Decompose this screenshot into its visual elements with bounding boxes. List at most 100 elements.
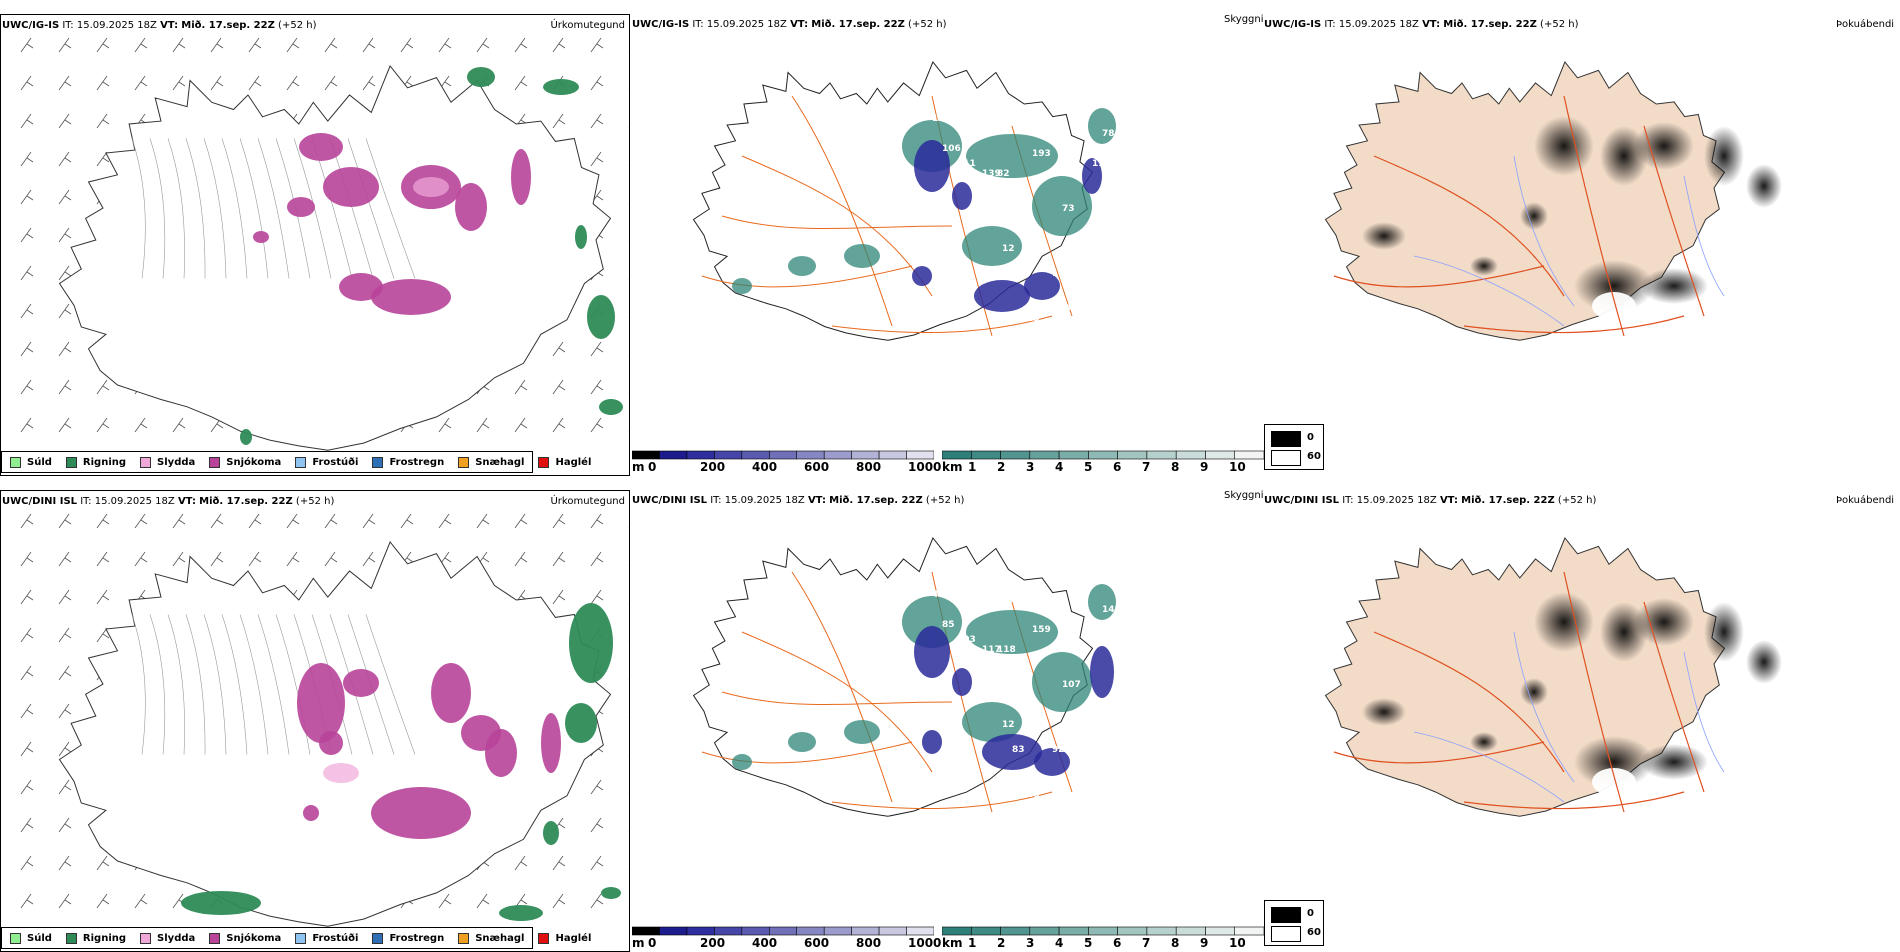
cloud-base-label: 91 [1087,745,1100,755]
legend-swatch [10,456,21,468]
wind-barb [20,227,34,243]
it-time: 15.09.2025 18Z [94,496,175,507]
snow-area [485,729,517,777]
cloud-base-label: 117 [982,645,1001,655]
wind-barb [58,417,72,433]
wind-barb [628,127,629,128]
wind-barb [552,513,566,529]
wind-barb [172,75,186,91]
vt-label: VT: [790,19,809,30]
road [721,215,953,229]
wind-barb [20,417,34,433]
lead-time: (+52 h) [908,19,947,30]
colorbar-tick-label: 600 [804,460,830,474]
colorbar-tick-label: 8 [1171,460,1180,474]
colorbar-segment [1117,450,1148,460]
wind-barb [628,755,629,756]
wind-barb [514,379,528,395]
legend-label: Snæhagl [475,932,525,944]
wind-barb [58,151,72,167]
wind-barb [134,893,148,909]
colorbar-segment [741,926,770,936]
terrain-line [185,138,206,279]
colorbar-segment [906,450,934,460]
colorbar-tick-label: 2 [997,936,1006,950]
road [1563,95,1625,337]
colorbar-tick-label: 3 [1026,460,1035,474]
colorbar-segment [823,450,852,460]
wind-barb [20,703,34,719]
legend-swatch [372,456,384,468]
fog-legend-light-label: 60 [1307,927,1321,938]
precip-map [20,37,629,451]
it-time: 15.09.2025 18Z [724,495,805,506]
colorbar-segment [1146,450,1177,460]
ceiling-colorbar: m 0 200 400 600 800 1000 [632,450,941,476]
legend-swatch [538,456,550,468]
river [1683,175,1725,297]
wind-barb [514,417,528,433]
cloud-base-label: 105 [1127,159,1146,169]
legend-swatch [209,456,221,468]
wind-barb [58,817,72,833]
colorbar-segment [659,926,688,936]
wind-barb [552,417,566,433]
legend-swatch [295,456,307,468]
cloud-base-label: 145 [1102,605,1121,615]
legend-swatch [65,932,77,944]
terrain-line [365,614,416,755]
fog-legend-dark-swatch [1271,431,1301,447]
colorbar-tick-label: 6 [1113,936,1122,950]
road [701,741,913,764]
wind-barb [628,907,629,908]
cloud-base-label: 122 [1112,750,1131,760]
cloud-base-label: 104 [1087,269,1106,279]
colorbar-tick-label: 4 [1055,936,1064,950]
colorbar-segment [1175,450,1206,460]
legend-label: Snjókoma [226,932,282,944]
wind-barb [476,513,490,529]
fog-legend-light-swatch [1271,450,1301,466]
it-label: IT: [80,496,92,507]
snow-area [253,231,269,243]
low-ceiling-area [914,626,950,678]
cloud-base-label: 199 [1132,184,1151,194]
wind-barb [590,817,604,833]
wind-barb [552,341,566,357]
low-visibility-area [962,226,1022,266]
river [1513,631,1575,783]
fog-indicator-area [1470,256,1498,276]
colorbar-segment [1205,926,1236,936]
colorbar-segment [1000,450,1031,460]
wind-barb [134,37,148,53]
terrain-line [257,614,290,755]
legend-label: Súld [27,932,52,944]
wind-barb [20,189,34,205]
wind-barb [628,793,629,794]
wind-barb [590,893,604,909]
wind-barb [514,37,528,53]
river-network [1413,155,1725,327]
cloud-visibility-panel: UWC/IG-IS IT: 15.09.2025 18Z VT: Mið. 17… [632,14,1264,476]
wind-barb [590,855,604,871]
cloud-base-label: 593 [1062,149,1081,159]
vt-label: VT: [177,496,196,507]
terrain-line [257,138,290,279]
it-time: 15.09.2025 18Z [76,20,157,31]
colorbar-tick-label: 200 [700,936,726,950]
low-visibility-area [1032,652,1092,712]
wind-barb [628,89,629,90]
rain-area [599,399,623,415]
cloud-base-label: 48 [1027,790,1040,800]
precip-panel-header: UWC/IG-IS IT: 15.09.2025 18Z VT: Mið. 17… [2,20,316,31]
wind-barb [58,741,72,757]
colorbar-tick-label: 400 [752,936,778,950]
low-visibility-area [966,610,1058,654]
colorbar-tick-label: 800 [856,460,882,474]
ice-cap [1592,768,1636,796]
colorbar-segment [823,926,852,936]
cloud-base-label: 94 [1052,780,1065,790]
snow-area [339,273,383,301]
legend-label: Frostregn [389,456,445,468]
wind-barb [172,417,186,433]
